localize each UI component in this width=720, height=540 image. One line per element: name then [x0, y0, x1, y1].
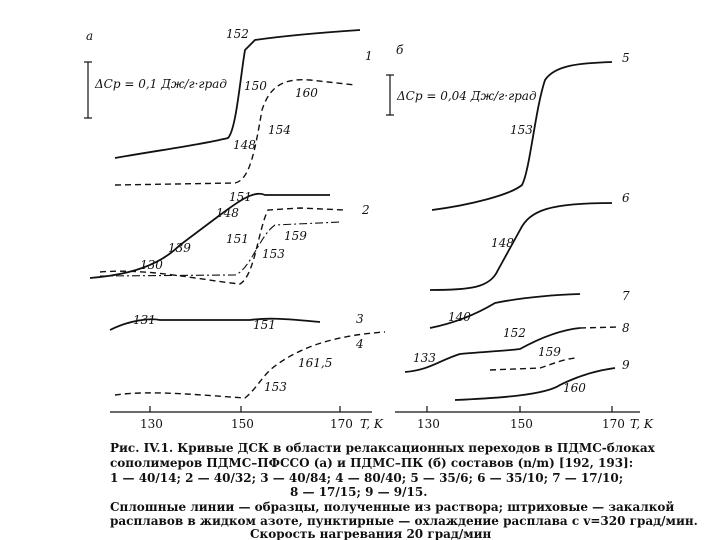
annotation: 133 [413, 351, 436, 365]
tick-label: 170 [330, 417, 353, 431]
annotation: 151 [226, 232, 249, 246]
curve-number: 5 [622, 51, 630, 65]
annotation: 152 [226, 27, 249, 41]
annotation: 130 [140, 258, 163, 272]
annotation: 161,5 [298, 356, 332, 370]
curve [429, 202, 613, 291]
annotation: 160 [295, 86, 318, 100]
curve-number: 3 [356, 312, 364, 326]
annotation: 140 [448, 310, 471, 324]
annotation: 148 [491, 236, 514, 250]
caption-line: 8 — 17/15; 9 — 9/15. [290, 485, 427, 499]
curve-number: 9 [622, 358, 630, 372]
curve [89, 192, 330, 279]
caption-line: 1 — 40/14; 2 — 40/32; 3 — 40/84; 4 — 80/… [110, 471, 623, 485]
curve-number: 4 [355, 337, 364, 351]
curve-number: 7 [622, 289, 630, 303]
tick-label: 130 [140, 417, 163, 431]
scale-label: ΔCp = 0,04 Дж/г·град [396, 89, 537, 103]
curve [431, 61, 613, 211]
annotation: 151 [229, 190, 252, 204]
curve [109, 317, 321, 331]
annotation: 154 [268, 123, 291, 137]
annotation: 159 [538, 345, 561, 359]
curve-number: 2 [361, 203, 370, 217]
annotation: 151 [253, 318, 276, 332]
caption-line: Рис. IV.1. Кривые ДСК в области релаксац… [110, 441, 656, 455]
tick-label: 150 [510, 417, 533, 431]
annotation: 153 [262, 247, 285, 261]
curve-number: 6 [622, 191, 630, 205]
panel-letter: а [86, 29, 93, 43]
annotation: 131 [133, 313, 156, 327]
curve [429, 293, 581, 329]
panel-letter: б [396, 43, 404, 57]
annotation: 160 [563, 381, 586, 395]
curve [114, 29, 361, 159]
curve-number: 8 [622, 321, 630, 335]
axis-label: T, K [630, 417, 654, 431]
caption-line: сополимеров ПДМС–ПФССО (а) и ПДМС–ПК (б)… [110, 456, 633, 470]
curve [489, 357, 576, 371]
curve [114, 78, 356, 186]
curve [579, 326, 621, 329]
caption-line: Скорость нагревания 20 град/мин [250, 527, 492, 540]
curve [99, 207, 346, 285]
curve [114, 331, 386, 399]
curve [404, 327, 581, 373]
caption-line: расплавов в жидком азоте, пунктирные — о… [110, 514, 698, 528]
caption-line: Сплошные линии — образцы, полученные из … [110, 500, 674, 514]
tick-label: 170 [602, 417, 625, 431]
annotation: 153 [510, 123, 533, 137]
annotation: 139 [168, 241, 191, 255]
annotation: 148 [233, 138, 256, 152]
annotation: 152 [503, 326, 526, 340]
annotation: 148 [216, 206, 239, 220]
curve [454, 367, 616, 401]
tick-label: 130 [417, 417, 440, 431]
annotation: 153 [264, 380, 287, 394]
curve [99, 221, 341, 277]
tick-label: 150 [231, 417, 254, 431]
annotation: 159 [284, 229, 307, 243]
axis-label: T, K [360, 417, 384, 431]
scale-label: ΔCp = 0,1 Дж/г·град [94, 77, 227, 91]
curve-number: 1 [365, 49, 373, 63]
annotation: 150 [244, 79, 267, 93]
